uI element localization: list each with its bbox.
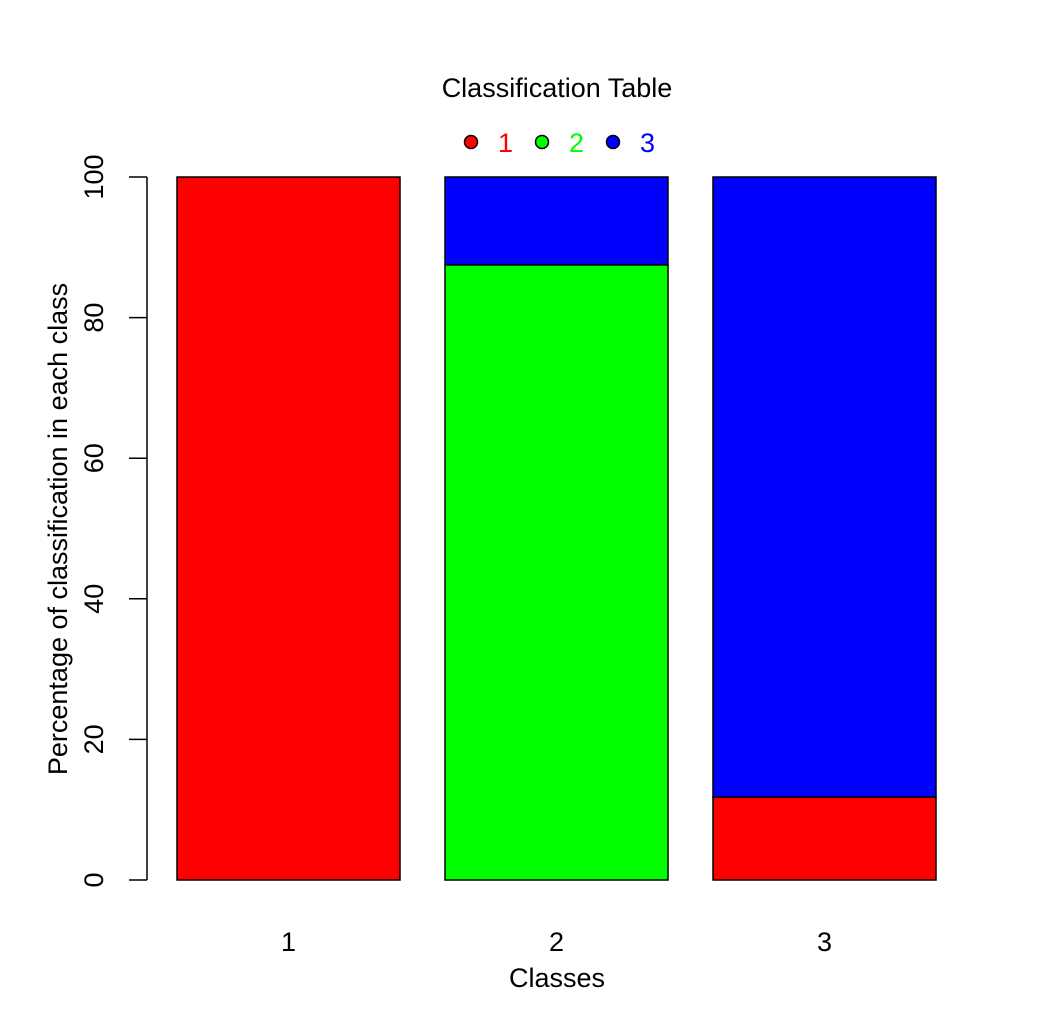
legend-marker xyxy=(534,134,550,150)
y-axis: 0 20 40 60 80 100 xyxy=(79,154,148,888)
y-tick-label: 100 xyxy=(79,154,109,199)
y-tick-label: 80 xyxy=(79,303,109,333)
y-axis-title: Percentage of classification in each cla… xyxy=(43,283,73,775)
bar-class-1-series-1 xyxy=(176,176,401,881)
x-axis-title: Classes xyxy=(509,963,605,993)
bar-class-3-series-1 xyxy=(712,796,937,881)
legend-label: 3 xyxy=(640,128,655,158)
legend-marker xyxy=(463,134,479,150)
x-tick-label: 2 xyxy=(549,927,564,957)
legend: 1 2 3 xyxy=(463,128,655,158)
y-tick-label: 0 xyxy=(79,872,109,887)
chart-title: Classification Table xyxy=(442,73,673,103)
bars-group xyxy=(176,176,937,881)
y-tick-label: 20 xyxy=(79,724,109,754)
legend-label: 1 xyxy=(498,128,513,158)
x-tick-label: 1 xyxy=(281,927,296,957)
bar-class-3-series-3 xyxy=(712,176,937,798)
legend-label: 2 xyxy=(569,128,584,158)
y-tick-label: 40 xyxy=(79,584,109,614)
legend-marker xyxy=(605,134,621,150)
y-tick-label: 60 xyxy=(79,443,109,473)
x-axis: 1 2 3 xyxy=(281,927,832,957)
x-tick-label: 3 xyxy=(817,927,832,957)
bar-class-2-series-3 xyxy=(444,176,669,266)
bar-class-2-series-2 xyxy=(444,264,669,881)
